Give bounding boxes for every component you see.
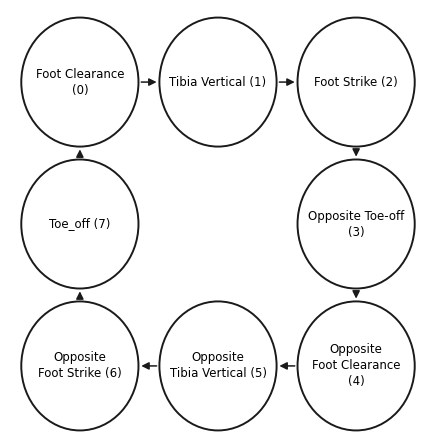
Ellipse shape — [297, 17, 415, 146]
Ellipse shape — [160, 302, 276, 431]
Text: Opposite
Foot Strike (6): Opposite Foot Strike (6) — [38, 351, 122, 380]
Text: Foot Clearance
(0): Foot Clearance (0) — [36, 68, 124, 97]
Text: Opposite
Tibia Vertical (5): Opposite Tibia Vertical (5) — [170, 351, 266, 380]
Ellipse shape — [297, 302, 415, 431]
Text: Toe_off (7): Toe_off (7) — [49, 217, 111, 231]
Text: Foot Strike (2): Foot Strike (2) — [314, 76, 398, 89]
Text: Opposite Toe-off
(3): Opposite Toe-off (3) — [308, 210, 404, 238]
Ellipse shape — [21, 17, 139, 146]
Ellipse shape — [160, 17, 276, 146]
Ellipse shape — [21, 159, 139, 289]
Ellipse shape — [21, 302, 139, 431]
Text: Opposite
Foot Clearance
(4): Opposite Foot Clearance (4) — [312, 344, 400, 388]
Text: Tibia Vertical (1): Tibia Vertical (1) — [170, 76, 266, 89]
Ellipse shape — [297, 159, 415, 289]
